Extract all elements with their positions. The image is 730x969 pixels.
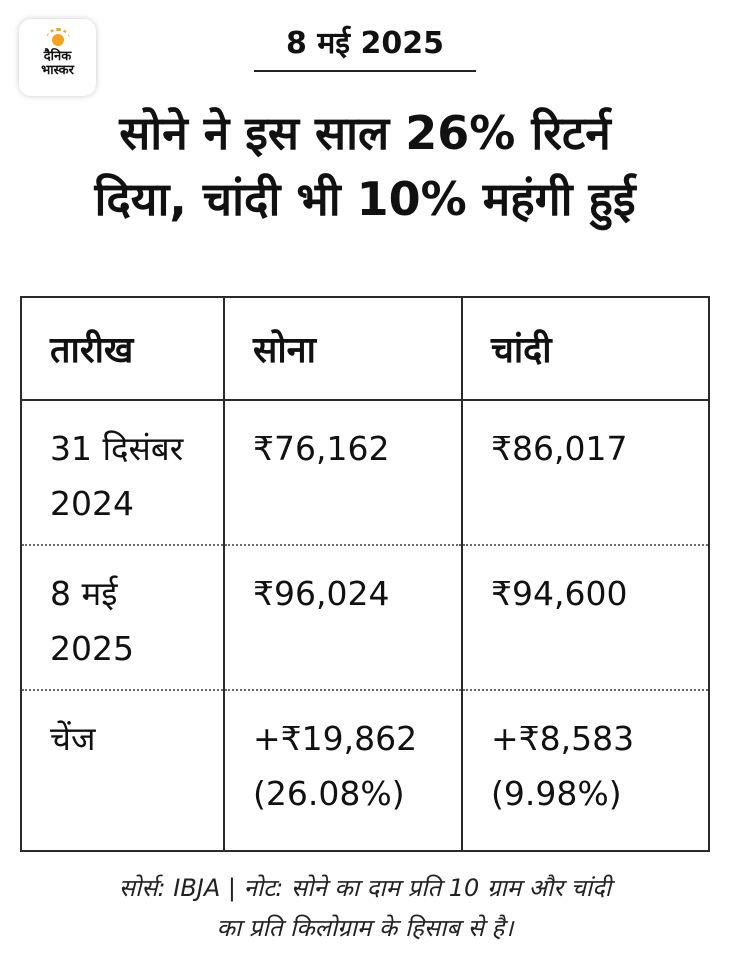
column-header-date: तारीख — [22, 298, 224, 401]
source-footnote: सोर्स: IBJA | नोट: सोने का दाम प्रति 10 … — [20, 868, 710, 948]
headline-line-1: सोने ने इस साल 26% रिटर्न — [119, 106, 611, 160]
table-row: 8 मई 2025 ₹96,024 ₹94,600 — [22, 545, 708, 691]
sun-icon — [45, 28, 71, 50]
price-table: तारीख सोना चांदी 31 दिसंबर 2024 ₹76,162 … — [20, 296, 710, 852]
cell-gold: ₹76,162 — [223, 400, 462, 546]
cell-silver: ₹94,600 — [461, 545, 708, 691]
logo-line-1: दैनिक — [43, 49, 72, 64]
column-header-silver: चांदी — [461, 298, 708, 401]
footnote-line-2: का प्रति किलोग्राम के हिसाब से है। — [216, 914, 514, 942]
table-row: 31 दिसंबर 2024 ₹76,162 ₹86,017 — [22, 400, 708, 546]
headline-line-2: दिया, चांदी भी 10% महंगी हुई — [94, 172, 636, 226]
column-header-gold: सोना — [223, 298, 462, 401]
cell-gold: +₹19,862 (26.08%) — [223, 690, 462, 850]
date-label: 8 मई 2025 — [286, 26, 444, 61]
cell-silver: +₹8,583 (9.98%) — [461, 690, 708, 850]
cell-date: 31 दिसंबर 2024 — [22, 400, 224, 546]
cell-date: 8 मई 2025 — [22, 545, 224, 691]
footnote-line-1: सोर्स: IBJA | नोट: सोने का दाम प्रति 10 … — [118, 874, 612, 902]
cell-date: चेंज — [50, 719, 96, 758]
logo-line-2: भास्कर — [41, 63, 74, 78]
table-row: चेंज +₹19,862 (26.08%) +₹8,583 (9.98%) — [22, 690, 708, 850]
price-table-grid: तारीख सोना चांदी 31 दिसंबर 2024 ₹76,162 … — [22, 298, 708, 850]
date-underline — [254, 70, 476, 72]
table-header-row: तारीख सोना चांदी — [22, 298, 708, 401]
cell-gold: ₹96,024 — [223, 545, 462, 691]
headline: सोने ने इस साल 26% रिटर्न दिया, चांदी भी… — [20, 100, 710, 232]
dainik-bhaskar-logo: दैनिक भास्कर — [19, 19, 96, 96]
cell-silver: ₹86,017 — [461, 400, 708, 546]
